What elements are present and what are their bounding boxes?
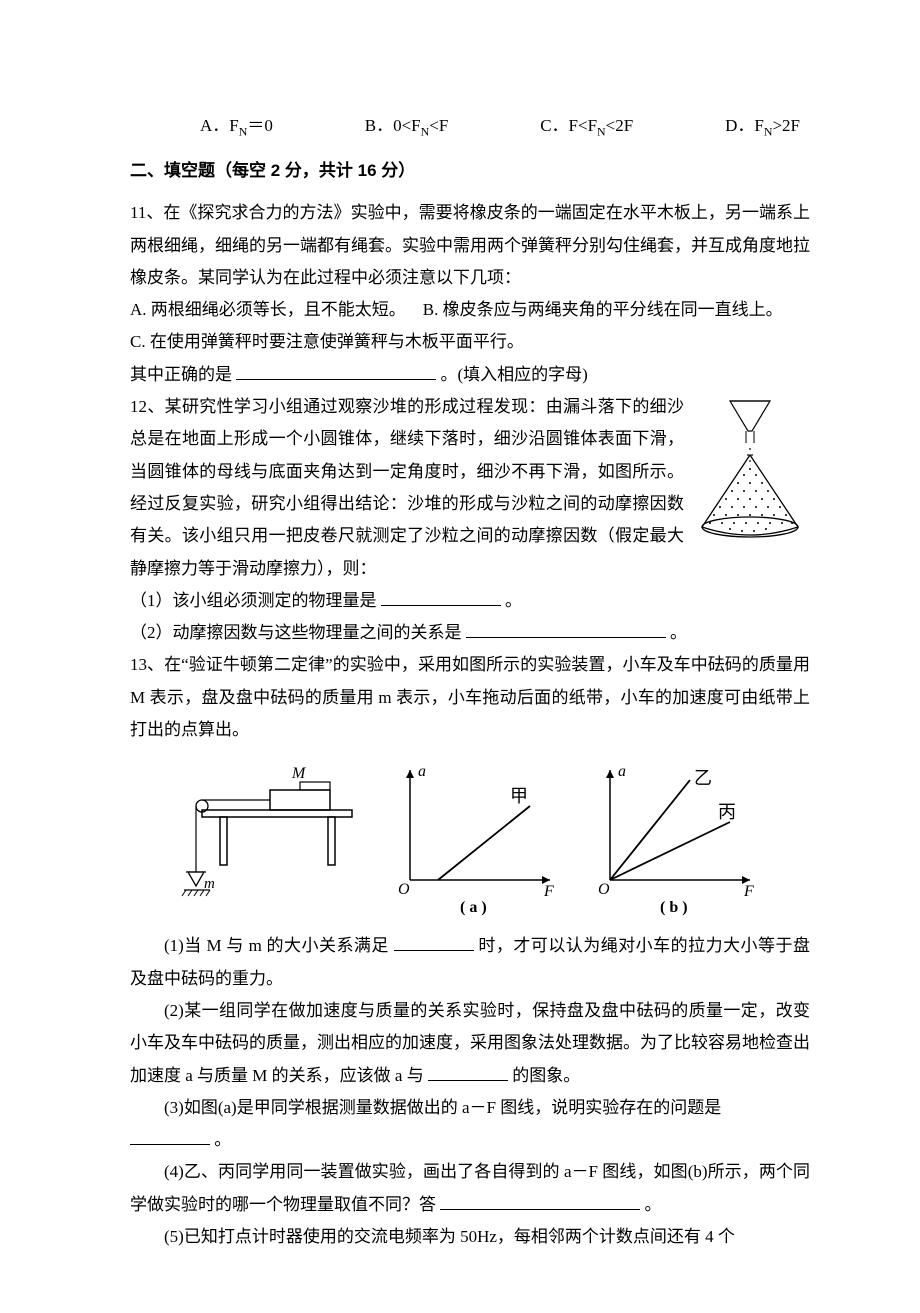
q11-ask-pre: 其中正确的是 <box>130 365 236 384</box>
apparatus-diagram: M m <box>180 760 360 910</box>
q12-sub1-pre: （1）该小组必须测定的物理量是 <box>130 591 377 610</box>
axis-O2: O <box>598 881 610 898</box>
q11-option-b: B. 橡皮条应与两绳夹角的平分线在同一直线上。 <box>423 300 783 319</box>
q13-figure-row: M m a O F 甲 ( a <box>130 760 810 920</box>
q13-p2: (2)某一组同学在做加速度与质量的关系实验时，保持盘及盘中砝码的质量一定，改变小… <box>130 995 810 1092</box>
q12-sub1-post: 。 <box>505 591 522 610</box>
axis-F2: F <box>743 883 754 900</box>
q12-sub2-post: 。 <box>670 623 687 642</box>
q11-intro: 11、在《探究求合力的方法》实验中，需要将橡皮条的一端固定在水平木板上，另一端系… <box>130 197 810 294</box>
q12-block: 12、某研究性学习小组通过观察沙堆的形成过程发现：由漏斗落下的细沙总是在地面上形… <box>130 391 810 649</box>
q13-p3b: 。 <box>130 1124 810 1156</box>
q10-option-c: C．F<FN<2F <box>540 110 633 143</box>
section-2-heading: 二、填空题（每空 2 分，共计 16 分） <box>130 155 810 187</box>
q13-p3: (3)如图(a)是甲同学根据测量数据做出的 a－F 图线，说明实验存在的问题是 <box>130 1092 810 1124</box>
q11-ask: 其中正确的是 。(填入相应的字母) <box>130 359 810 391</box>
axis-O: O <box>398 881 410 898</box>
label-M: M <box>291 765 307 782</box>
sandpile-figure <box>690 395 810 545</box>
q13-p4-post: 。 <box>645 1195 662 1214</box>
q10-option-d: D．FN>2F <box>725 110 800 143</box>
q13-p5: (5)已知打点计时器使用的交流电频率为 50Hz，每相邻两个计数点间还有 4 个 <box>130 1221 810 1253</box>
axis-a2: a <box>618 763 626 780</box>
axis-a: a <box>418 763 426 780</box>
label-m: m <box>204 876 215 892</box>
q12-sub2-pre: （2）动摩擦因数与这些物理量之间的关系是 <box>130 623 462 642</box>
q10-option-a: A．FN＝0 <box>200 110 273 143</box>
q11-option-a: A. 两根细绳必须等长，且不能太短。 <box>130 300 406 319</box>
blank-fill <box>440 1192 640 1210</box>
label-bing: 丙 <box>718 802 736 822</box>
q13-p3-post: 。 <box>214 1130 231 1149</box>
blank-fill <box>236 362 436 380</box>
q11-options-ab: A. 两根细绳必须等长，且不能太短。 B. 橡皮条应与两绳夹角的平分线在同一直线… <box>130 294 810 326</box>
blank-fill <box>381 588 501 606</box>
q13-intro: 13、在“验证牛顿第二定律”的实验中，采用如图所示的实验装置，小车及车中砝码的质… <box>130 649 810 746</box>
caption-a: ( a ) <box>460 899 487 916</box>
axis-F: F <box>543 883 554 900</box>
blank-fill <box>466 620 666 638</box>
blank-fill <box>130 1127 210 1145</box>
q11-ask-post: 。(填入相应的字母) <box>441 365 588 384</box>
q13-p1-pre: (1)当 M 与 m 的大小关系满足 <box>164 936 389 955</box>
blank-fill <box>394 933 474 951</box>
q13-p2-post: 的图象。 <box>512 1066 580 1085</box>
q11-option-c: C. 在使用弹簧秤时要注意使弹簧秤与木板平面平行。 <box>130 326 810 358</box>
blank-fill <box>428 1063 508 1081</box>
label-jia: 甲 <box>510 786 528 806</box>
label-yi: 乙 <box>694 768 712 788</box>
q10-option-b: B．0<FN<F <box>365 110 449 143</box>
graph-a: a O F 甲 ( a ) <box>390 760 560 920</box>
caption-b: ( b ) <box>660 899 688 916</box>
q10-options-row: A．FN＝0 B．0<FN<F C．F<FN<2F D．FN>2F <box>130 110 810 143</box>
q13-p3-pre: (3)如图(a)是甲同学根据测量数据做出的 a－F 图线，说明实验存在的问题是 <box>164 1098 721 1117</box>
graph-b: a O F 乙 丙 ( b ) <box>590 760 760 920</box>
q12-sub1: （1）该小组必须测定的物理量是 。 <box>130 585 810 617</box>
q13-p1: (1)当 M 与 m 的大小关系满足 时，才可以认为绳对小车的拉力大小等于盘及盘… <box>130 930 810 995</box>
q13-p4: (4)乙、丙同学用同一装置做实验，画出了各自得到的 a－F 图线，如图(b)所示… <box>130 1156 810 1221</box>
q12-sub2: （2）动摩擦因数与这些物理量之间的关系是 。 <box>130 617 810 649</box>
